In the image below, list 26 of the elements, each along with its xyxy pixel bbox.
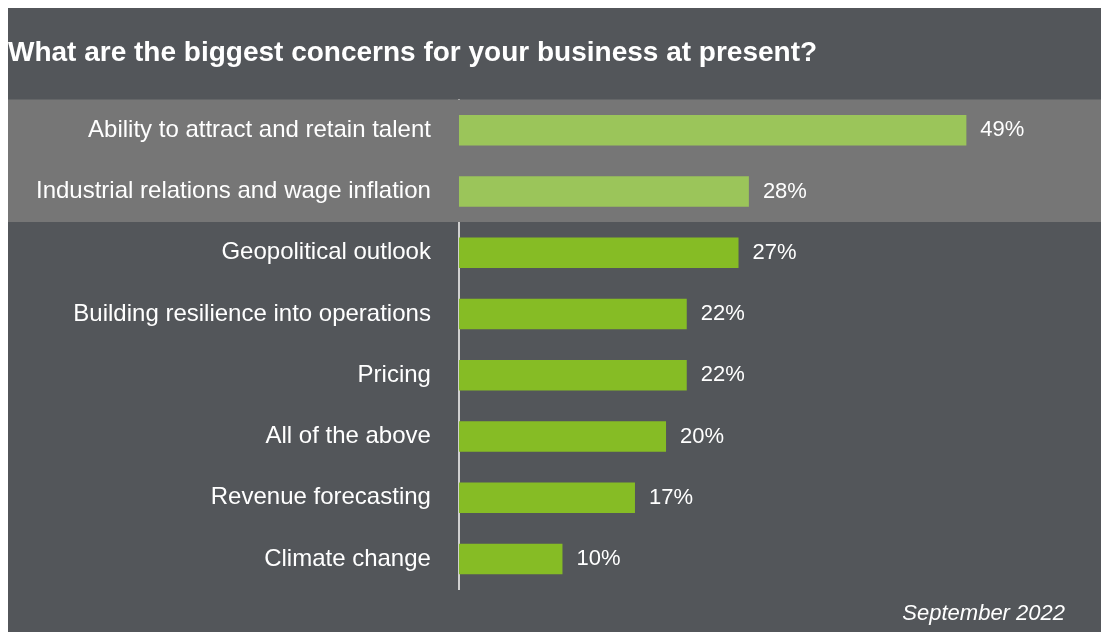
bar (458, 114, 967, 146)
bar (458, 237, 739, 269)
bar (458, 298, 687, 330)
data-label: 20% (680, 422, 725, 448)
data-label: 22% (700, 300, 745, 326)
text: September 2022 (902, 600, 1065, 625)
bar (458, 176, 749, 207)
y-tick-label: Ability to attract and retain talent (88, 114, 432, 142)
chart-title: What are the biggest concerns for your business at present? (8, 35, 818, 67)
bar (458, 359, 687, 391)
data-label: 22% (700, 361, 745, 387)
data-label: 10% (576, 545, 621, 571)
bar (458, 482, 635, 514)
y-tick-label: All of the above (265, 421, 431, 449)
data-label: 17% (648, 483, 694, 509)
bar (458, 543, 563, 575)
data-label: 28% (762, 177, 807, 203)
data-label: 27% (752, 238, 797, 264)
y-tick-label: Building resilience into operations (73, 298, 431, 326)
y-tick-label: Climate change (264, 543, 431, 571)
bar (458, 421, 667, 452)
y-tick-label: Revenue forecasting (210, 482, 431, 510)
data-label: 49% (980, 116, 1025, 142)
y-tick-label: Geopolitical outlook (221, 237, 432, 265)
y-tick-label: Industrial relations and wage inflation (35, 176, 431, 204)
y-tick-label: Pricing (357, 359, 431, 387)
